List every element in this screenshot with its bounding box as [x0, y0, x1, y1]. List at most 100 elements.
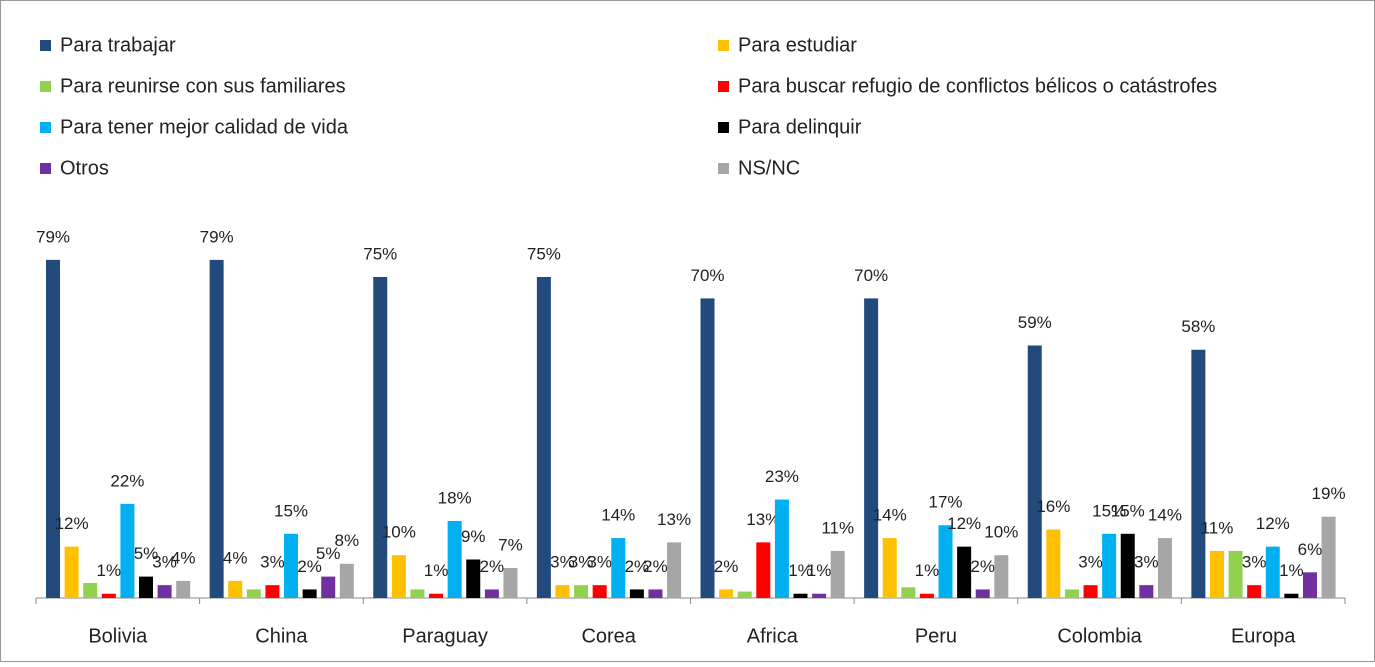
data-label: 16%: [1036, 497, 1070, 516]
data-label: 3%: [587, 553, 612, 572]
bar: [339, 563, 354, 598]
bar: [957, 546, 972, 598]
x-tick-label: China: [255, 625, 308, 647]
x-tick-label: Europa: [1231, 625, 1296, 647]
data-label: 15%: [274, 501, 308, 520]
data-label: 13%: [657, 510, 691, 529]
bar: [176, 580, 191, 598]
bar: [447, 520, 462, 598]
bar: [410, 589, 425, 598]
x-tick-label: Bolivia: [88, 625, 148, 647]
legend-swatch: [40, 40, 51, 51]
data-label: 70%: [854, 266, 888, 285]
bar: [1247, 585, 1262, 598]
bar: [629, 589, 644, 598]
bar: [157, 585, 172, 598]
bar: [429, 593, 444, 598]
data-label: 5%: [316, 544, 341, 563]
bar: [1064, 589, 1079, 598]
legend-label: NS/NC: [738, 157, 800, 179]
data-label: 2%: [643, 557, 668, 576]
data-label: 1%: [424, 561, 449, 580]
data-label: 9%: [461, 527, 486, 546]
data-label: 59%: [1018, 313, 1052, 332]
bar: [756, 542, 771, 598]
bar: [466, 559, 481, 598]
data-label: 75%: [363, 244, 397, 263]
data-label: 18%: [438, 488, 472, 507]
legend-label: Para buscar refugio de conflictos bélico…: [738, 75, 1217, 97]
bar: [321, 576, 336, 598]
legend-label: Para estudiar: [738, 34, 857, 56]
data-label: 3%: [1134, 553, 1159, 572]
data-label: 11%: [1201, 518, 1234, 537]
bar: [1265, 546, 1280, 598]
bar: [1284, 593, 1299, 598]
data-label: 12%: [947, 514, 981, 533]
bar: [1027, 345, 1042, 598]
bar: [555, 585, 570, 598]
data-label: 17%: [929, 493, 963, 512]
x-tick-label: Africa: [747, 625, 799, 647]
bar: [1102, 533, 1117, 598]
bar: [737, 591, 752, 598]
legend-swatch: [40, 163, 51, 174]
bar: [611, 538, 626, 598]
data-label: 58%: [1181, 317, 1215, 336]
data-label: 2%: [714, 557, 739, 576]
data-label: 3%: [1242, 553, 1267, 572]
bar: [901, 587, 916, 598]
data-label: 1%: [788, 561, 813, 580]
x-tick-label: Colombia: [1057, 625, 1142, 647]
bar: [83, 583, 98, 598]
data-label: 14%: [873, 506, 907, 525]
data-label: 8%: [335, 531, 360, 550]
bar: [648, 589, 663, 598]
bar: [64, 546, 79, 598]
bar: [484, 589, 499, 598]
data-label: 13%: [746, 510, 780, 529]
bar: [774, 499, 789, 598]
data-label: 1%: [1279, 561, 1304, 580]
bar: [994, 555, 1009, 598]
data-label: 2%: [625, 557, 650, 576]
data-label: 2%: [480, 557, 505, 576]
bar: [536, 277, 551, 598]
data-label: 70%: [690, 266, 724, 285]
legend-swatch: [40, 81, 51, 92]
bar: [719, 589, 734, 598]
data-label: 75%: [527, 244, 561, 263]
data-label: 4%: [171, 548, 196, 567]
data-label: 3%: [569, 553, 594, 572]
bar: [120, 503, 135, 598]
bar: [1209, 550, 1224, 598]
bar: [975, 589, 990, 598]
bar: [265, 585, 280, 598]
bar: [1191, 349, 1206, 598]
data-label: 3%: [152, 553, 177, 572]
data-label: 11%: [821, 518, 854, 537]
bar: [938, 525, 953, 598]
x-tick-label: Peru: [915, 625, 957, 647]
data-label: 79%: [36, 227, 70, 246]
bar: [919, 593, 934, 598]
bar: [1302, 572, 1317, 598]
data-label: 4%: [223, 548, 248, 567]
data-label: 3%: [1078, 553, 1103, 572]
data-label: 14%: [601, 506, 635, 525]
bar: [246, 589, 261, 598]
legend-swatch: [718, 81, 729, 92]
legend-label: Para reunirse con sus familiares: [60, 75, 346, 97]
data-label: 5%: [134, 544, 159, 563]
data-label: 14%: [1148, 506, 1182, 525]
data-label: 1%: [97, 561, 122, 580]
data-label: 6%: [1298, 540, 1323, 559]
data-label: 3%: [260, 553, 285, 572]
x-tick-label: Paraguay: [402, 625, 488, 647]
data-label: 2%: [970, 557, 995, 576]
legend-label: Para trabajar: [60, 34, 176, 56]
bar: [793, 593, 808, 598]
bar: [1157, 538, 1172, 598]
legend-label: Otros: [60, 157, 109, 179]
